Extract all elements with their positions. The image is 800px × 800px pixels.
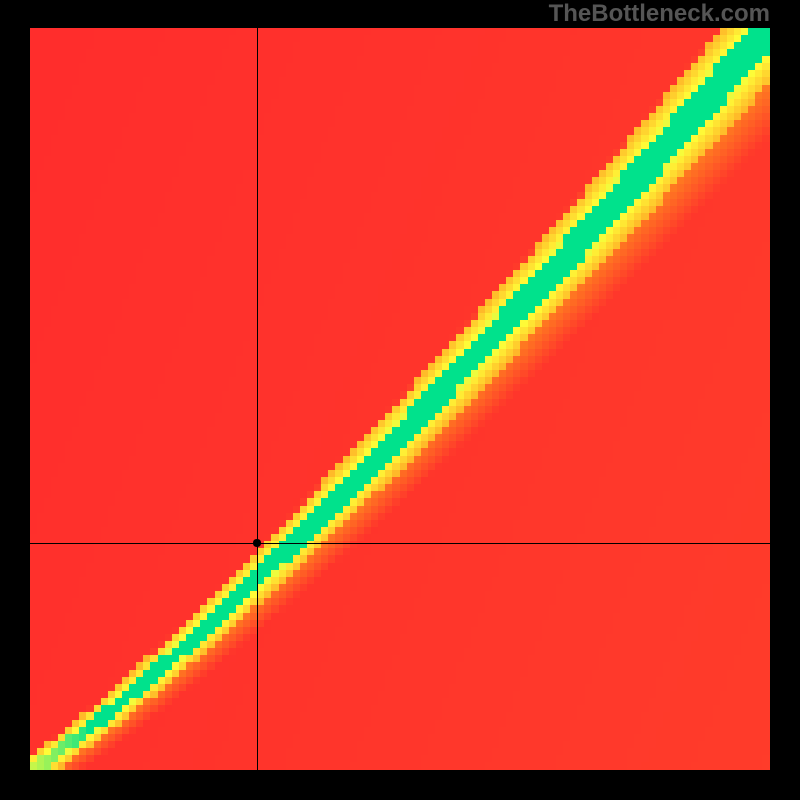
bottleneck-heatmap xyxy=(30,28,770,770)
chart-container: TheBottleneck.com xyxy=(0,0,800,800)
watermark-text: TheBottleneck.com xyxy=(549,0,770,28)
